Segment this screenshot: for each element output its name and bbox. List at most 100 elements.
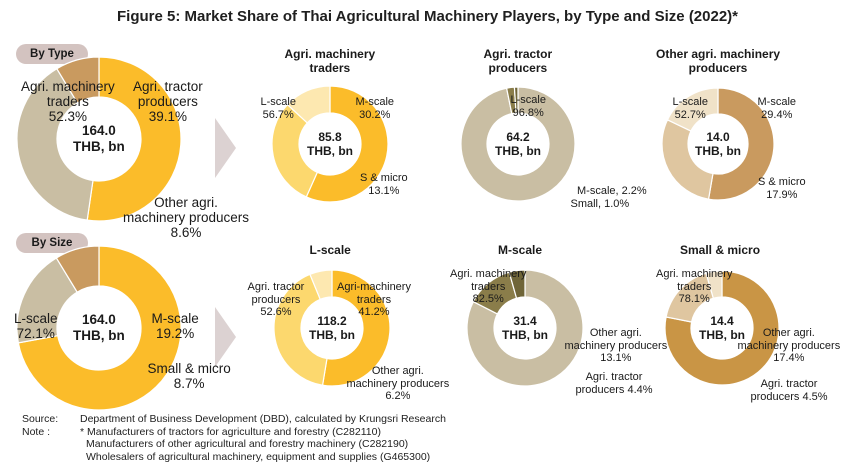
label-traders-s-micro-line: 13.1% (368, 184, 400, 197)
label-mscale-agri-machinery-traders-line: Agri. machinery (450, 268, 527, 280)
label-tractor-l-scale: L-scale 96.8% (511, 94, 546, 119)
footer: Source: Department of Business Developmen… (22, 413, 446, 463)
slice-tractor-small (513, 86, 519, 114)
label-other-s-micro: S & micro 17.9% (758, 176, 806, 201)
label-mscale-agri-tractor-producers-line: producers 4.4% (575, 383, 653, 396)
chart-title-other: Other agri. machinery producers (656, 47, 780, 75)
label-type_total-agri-tractor-producers: Agri. tractor producers 39.1% (133, 79, 203, 124)
center-total-type_total-line: 164.0 (81, 123, 116, 138)
chart-title-traders: Agri. machinery traders (285, 47, 376, 75)
center-total-type_total: 164.0 THB, bn (73, 123, 125, 155)
label-small-agri-tractor-producers-line: Agri. tractor (760, 378, 818, 390)
slice-lscale-agri-tractor-producers (321, 269, 391, 387)
label-other-m-scale-line: M-scale (757, 96, 797, 108)
label-type_total-agri-machinery-traders-line: 52.3% (48, 109, 88, 124)
label-small-other-agri-machinery-producers: Other agri. machinery producers 17.4% (738, 327, 841, 365)
center-total-lscale-line: THB, bn (309, 328, 355, 342)
label-mscale-other-agri-machinery-producers-line: Other agri. (589, 327, 642, 339)
source-key: Source: (22, 413, 59, 425)
label-other-m-scale: M-scale 29.4% (758, 96, 797, 121)
label-tractor-m-scale-line: M-scale, 2.2% (577, 185, 647, 197)
label-type_total-agri-tractor-producers-line: 39.1% (148, 109, 188, 124)
label-small-agri-tractor-producers: Agri. tractor producers 4.5% (751, 378, 828, 403)
donut-lscale (273, 269, 391, 387)
label-size_total-l-scale-line: L-scale (14, 311, 58, 326)
chart-title-traders-line: traders (309, 61, 351, 75)
slice-traders-m-scale (271, 103, 319, 198)
label-lscale-agri-tractor-producers: Agri. tractor producers 52.6% (248, 281, 305, 319)
center-total-mscale: 31.4 THB, bn (502, 314, 548, 342)
slice-lscale-other-agri-machinery-producers (309, 269, 333, 301)
center-total-size_total-line: THB, bn (73, 328, 125, 343)
label-type_total-agri-machinery-traders-line: Agri. machinery (21, 79, 115, 94)
label-mscale-other-agri-machinery-producers: Other agri. machinery producers 13.1% (565, 327, 668, 365)
center-total-traders: 85.8 THB, bn (307, 130, 353, 158)
chart-title-tractor-line: Agri. tractor (483, 47, 553, 61)
slice-mscale-agri-tractor-producers (508, 269, 526, 299)
center-total-other: 14.0 THB, bn (695, 130, 741, 158)
chart-title-small: Small & micro (680, 243, 760, 257)
label-other-m-scale-line: 29.4% (761, 108, 793, 121)
slice-traders-l-scale (305, 85, 389, 203)
note-3: Wholesalers of agricultural machinery, e… (86, 450, 431, 463)
label-other-s-micro-line: 17.9% (766, 188, 798, 201)
chart-title-tractor: Agri. tractor producers (484, 47, 553, 75)
label-traders-m-scale: M-scale 30.2% (356, 96, 395, 121)
label-small-other-agri-machinery-producers-line: 17.4% (773, 352, 805, 364)
slice-small-agri-tractor-producers (705, 270, 723, 299)
slice-size_total-small-micro (55, 245, 100, 293)
label-small-other-agri-machinery-producers-line: Other agri. (762, 327, 815, 339)
center-total-traders-line: THB, bn (307, 144, 353, 158)
center-total-small-line: THB, bn (699, 328, 745, 342)
figure-title: Figure 5: Market Share of Thai Agricultu… (116, 8, 739, 25)
label-other-l-scale: L-scale 52.7% (673, 96, 708, 121)
by-type-label: By Type (16, 44, 88, 64)
slice-lscale-agri-machinery-traders (273, 273, 328, 386)
center-total-small-line: 14.4 (710, 314, 734, 328)
label-lscale-agri-tractor-producers-line: Agri. tractor (247, 281, 305, 293)
label-small-agri-machinery-traders: Agri. machinery traders 78.1% (656, 268, 732, 306)
label-small-agri-machinery-traders-line: Agri. machinery (656, 268, 733, 280)
chart-title-lscale-line: L-scale (309, 243, 351, 257)
donut-size_total (16, 245, 182, 411)
label-lscale-agri-machinery-traders-line: 41.2% (358, 306, 390, 318)
label-lscale-agri-tractor-producers-line: producers (251, 293, 301, 306)
center-total-other-line: THB, bn (695, 144, 741, 158)
donut-traders (271, 85, 389, 203)
label-size_total-small-micro-line: 8.7% (173, 376, 205, 391)
label-size_total-m-scale-line: M-scale (151, 311, 199, 326)
label-tractor-small: Small, 1.0% (571, 198, 630, 211)
label-mscale-agri-machinery-traders-line: 82.5% (472, 293, 504, 305)
by-size-label: By Size (16, 233, 88, 253)
label-other-l-scale-line: 52.7% (674, 108, 706, 121)
label-size_total-l-scale: L-scale 72.1% (14, 311, 58, 341)
label-lscale-other-agri-machinery-producers-line: Other agri. (371, 365, 424, 377)
slice-type_total-agri-tractor-producers (16, 67, 94, 221)
label-mscale-agri-tractor-producers: Agri. tractor producers 4.4% (576, 371, 653, 396)
label-lscale-agri-machinery-traders: Agri-machinery traders 41.2% (337, 281, 411, 319)
chart-title-tractor-line: producers (488, 61, 548, 75)
label-size_total-m-scale-line: 19.2% (155, 326, 195, 341)
chart-title-small-line: Small & micro (680, 243, 761, 257)
label-size_total-small-micro-line: Small & micro (147, 361, 231, 376)
center-total-size_total: 164.0 THB, bn (73, 312, 125, 344)
label-other-s-micro-line: S & micro (758, 176, 806, 188)
label-traders-s-micro: S & micro 13.1% (360, 172, 408, 197)
slice-traders-s-micro (286, 85, 331, 124)
label-small-agri-machinery-traders-line: traders (677, 280, 712, 293)
slice-type_total-agri-machinery-traders (86, 56, 182, 222)
slice-other-l-scale (707, 87, 775, 201)
slice-tractor-l-scale (460, 86, 576, 202)
label-lscale-agri-machinery-traders-line: Agri-machinery (337, 281, 411, 293)
chart-title-mscale: M-scale (498, 243, 542, 257)
chart-title-lscale: L-scale (310, 243, 351, 257)
label-mscale-agri-machinery-traders: Agri. machinery traders 82.5% (450, 268, 526, 306)
label-lscale-other-agri-machinery-producers-line: machinery producers (346, 377, 450, 390)
arrow-type-breakdown (215, 118, 236, 178)
label-traders-s-micro-line: S & micro (360, 172, 408, 184)
label-other-l-scale-line: L-scale (672, 96, 708, 108)
label-mscale-agri-machinery-traders-line: traders (471, 280, 506, 293)
slice-size_total-l-scale (17, 245, 182, 411)
label-size_total-small-micro: Small & micro 8.7% (148, 361, 231, 391)
chart-title-other-line: producers (688, 61, 748, 75)
